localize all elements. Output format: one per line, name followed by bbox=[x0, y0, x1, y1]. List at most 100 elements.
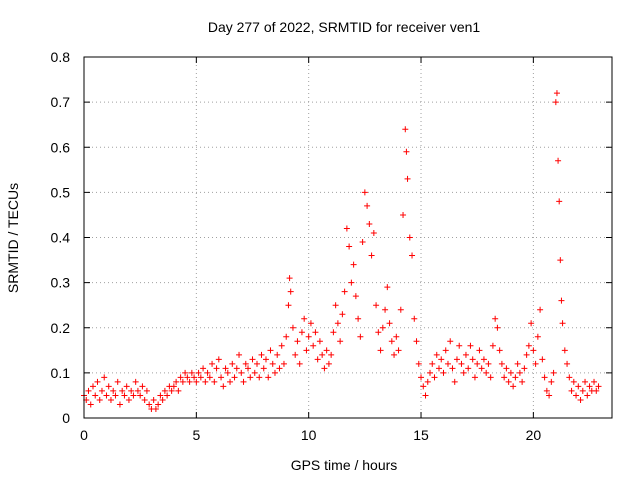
data-point bbox=[480, 356, 487, 363]
data-point bbox=[447, 338, 454, 345]
data-point bbox=[530, 347, 537, 354]
data-point bbox=[467, 342, 474, 349]
data-point bbox=[152, 405, 159, 412]
data-point bbox=[427, 369, 434, 376]
data-point bbox=[359, 239, 366, 246]
x-axis-label: GPS time / hours bbox=[291, 457, 398, 473]
data-point bbox=[229, 360, 236, 367]
data-point bbox=[350, 261, 357, 268]
data-point bbox=[209, 360, 216, 367]
data-point bbox=[325, 360, 332, 367]
data-point bbox=[260, 365, 267, 372]
grid-lines bbox=[84, 57, 612, 418]
data-point bbox=[577, 396, 584, 403]
data-point bbox=[292, 351, 299, 358]
data-point bbox=[507, 369, 514, 376]
data-point bbox=[132, 378, 139, 385]
data-point bbox=[130, 392, 137, 399]
data-point bbox=[525, 342, 532, 349]
data-point bbox=[137, 392, 144, 399]
data-point bbox=[555, 157, 562, 164]
data-point bbox=[546, 392, 553, 399]
data-point bbox=[393, 333, 400, 340]
y-tick-label: 0 bbox=[62, 410, 70, 426]
data-point bbox=[238, 369, 245, 376]
data-point bbox=[157, 392, 164, 399]
data-point bbox=[283, 333, 290, 340]
data-point bbox=[280, 360, 287, 367]
data-point bbox=[403, 148, 410, 155]
data-point bbox=[155, 401, 162, 408]
data-point bbox=[206, 374, 213, 381]
data-point bbox=[310, 342, 317, 349]
data-point bbox=[400, 211, 407, 218]
data-point bbox=[570, 378, 577, 385]
data-point bbox=[395, 347, 402, 354]
data-point bbox=[397, 306, 404, 313]
data-point bbox=[249, 356, 256, 363]
chart-title: Day 277 of 2022, SRMTID for receiver ven… bbox=[208, 19, 481, 35]
data-point bbox=[433, 351, 440, 358]
data-point bbox=[418, 374, 425, 381]
data-point bbox=[321, 365, 328, 372]
y-tick-label: 0.1 bbox=[51, 365, 71, 381]
data-point bbox=[373, 302, 380, 309]
data-point bbox=[125, 396, 132, 403]
data-point bbox=[134, 387, 141, 394]
data-point bbox=[557, 257, 564, 264]
data-point bbox=[341, 288, 348, 295]
data-point bbox=[319, 351, 326, 358]
data-point bbox=[188, 369, 195, 376]
data-point bbox=[191, 374, 198, 381]
data-point bbox=[386, 320, 393, 327]
data-point bbox=[287, 288, 294, 295]
data-points bbox=[81, 90, 602, 412]
data-point bbox=[465, 365, 472, 372]
data-point bbox=[384, 284, 391, 291]
y-axis-label: SRMTID / TECUs bbox=[5, 183, 21, 293]
data-point bbox=[94, 378, 101, 385]
data-point bbox=[591, 378, 598, 385]
data-point bbox=[105, 383, 112, 390]
data-point bbox=[566, 374, 573, 381]
data-point bbox=[233, 365, 240, 372]
data-point bbox=[453, 356, 460, 363]
data-point bbox=[462, 351, 469, 358]
data-point bbox=[195, 369, 202, 376]
data-point bbox=[413, 338, 420, 345]
data-point bbox=[458, 360, 465, 367]
data-point bbox=[411, 315, 418, 322]
data-point bbox=[332, 302, 339, 309]
data-point bbox=[119, 387, 126, 394]
data-point bbox=[402, 126, 409, 133]
data-point bbox=[420, 383, 427, 390]
data-point bbox=[128, 387, 135, 394]
data-point bbox=[469, 356, 476, 363]
data-point bbox=[110, 387, 117, 394]
data-point bbox=[568, 387, 575, 394]
data-point bbox=[352, 293, 359, 300]
data-point bbox=[200, 365, 207, 372]
data-point bbox=[550, 369, 557, 376]
data-point bbox=[375, 329, 382, 336]
data-point bbox=[451, 378, 458, 385]
data-point bbox=[240, 378, 247, 385]
data-point bbox=[168, 387, 175, 394]
data-point bbox=[298, 329, 305, 336]
data-point bbox=[478, 365, 485, 372]
data-point bbox=[231, 374, 238, 381]
data-point bbox=[173, 378, 180, 385]
data-point bbox=[256, 374, 263, 381]
data-point bbox=[305, 333, 312, 340]
data-point bbox=[116, 401, 123, 408]
data-point bbox=[265, 374, 272, 381]
data-point bbox=[415, 360, 422, 367]
data-point bbox=[247, 374, 254, 381]
data-point bbox=[289, 324, 296, 331]
data-point bbox=[586, 383, 593, 390]
data-point bbox=[543, 387, 550, 394]
y-tick-label: 0.4 bbox=[51, 230, 71, 246]
data-point bbox=[561, 347, 568, 354]
data-point bbox=[471, 374, 478, 381]
data-point bbox=[364, 202, 371, 209]
